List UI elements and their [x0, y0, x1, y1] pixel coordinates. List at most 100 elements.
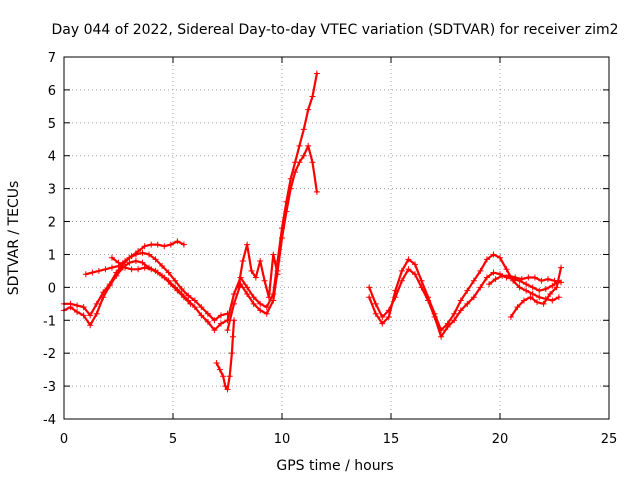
data-point	[132, 258, 139, 265]
data-point	[372, 300, 379, 307]
data-point	[229, 333, 236, 340]
data-point	[520, 297, 527, 304]
data-point	[305, 106, 312, 113]
data-point	[235, 284, 242, 291]
data-point	[540, 300, 547, 307]
data-point	[486, 281, 493, 288]
data-point	[159, 262, 166, 269]
data-point	[470, 294, 477, 301]
data-point	[217, 312, 224, 319]
data-point	[154, 269, 161, 276]
data-point	[418, 277, 425, 284]
data-point	[398, 277, 405, 284]
data-point	[531, 274, 538, 281]
data-point	[398, 267, 405, 274]
data-point	[279, 235, 285, 241]
data-point	[270, 297, 277, 304]
data-point	[220, 373, 227, 380]
data-point	[263, 304, 270, 311]
data-point	[174, 238, 181, 245]
data-point	[217, 320, 224, 327]
data-point	[257, 307, 264, 314]
data-point	[226, 373, 233, 380]
data-point	[296, 142, 303, 149]
data-point	[265, 294, 272, 301]
data-point	[366, 284, 373, 291]
data-point	[106, 281, 113, 288]
data-point	[198, 304, 205, 311]
data-point	[527, 294, 534, 301]
series-line-band-7	[226, 144, 318, 332]
data-point	[228, 350, 235, 357]
data-point	[270, 251, 277, 258]
series-line-band-6	[226, 72, 318, 322]
data-point	[244, 284, 251, 291]
data-point	[198, 312, 205, 319]
data-point	[257, 300, 264, 307]
data-point	[483, 274, 490, 281]
series-line-band-2	[62, 251, 229, 322]
data-point	[490, 269, 497, 276]
data-point	[80, 312, 87, 319]
axes: 0 5 10 15 20 25 -4 -3 -2 -1 0 1 2 3 4 5 6 7	[43, 51, 617, 447]
data-point	[213, 360, 220, 367]
data-point	[187, 300, 194, 307]
y-tick-label: -3	[43, 380, 56, 395]
y-tick-label: 5	[48, 117, 56, 132]
data-point	[102, 266, 109, 273]
data-point	[252, 274, 259, 281]
y-tick-label: -1	[43, 314, 56, 329]
data-point	[309, 159, 316, 166]
data-point	[555, 294, 562, 301]
data-point	[477, 284, 484, 291]
y-tick-label: -2	[43, 347, 56, 362]
data-point	[74, 302, 81, 309]
y-tick-label: 7	[48, 51, 56, 66]
data-point	[141, 264, 148, 271]
series-line-band-3	[84, 240, 185, 276]
data-point	[558, 264, 565, 271]
data-point	[457, 307, 464, 314]
data-point	[216, 366, 223, 373]
data-point	[191, 304, 198, 311]
data-point	[300, 126, 307, 133]
data-point	[80, 304, 87, 311]
data-point	[444, 323, 451, 330]
x-tick-label: 0	[60, 432, 68, 447]
data-point	[135, 266, 142, 273]
data-point	[438, 333, 445, 340]
series-line-band-9	[368, 253, 561, 332]
data-point	[165, 269, 172, 276]
data-point	[542, 286, 549, 293]
data-point	[100, 289, 107, 296]
data-point	[222, 383, 229, 390]
data-point	[108, 254, 115, 261]
series-line-band-1	[62, 259, 229, 332]
data-point	[244, 290, 251, 297]
data-point	[141, 243, 148, 250]
data-point	[231, 290, 238, 297]
data-point	[492, 276, 499, 283]
data-point	[152, 256, 159, 263]
data-point	[538, 277, 545, 284]
data-point	[224, 327, 231, 334]
data-point	[167, 281, 174, 288]
data-point	[457, 297, 464, 304]
data-point	[418, 284, 425, 291]
data-point	[122, 258, 129, 265]
series-line-spike-8.3h	[237, 243, 279, 299]
data-point	[248, 267, 255, 274]
data-point	[514, 304, 521, 311]
x-tick-label: 10	[274, 432, 291, 447]
data-point	[178, 286, 185, 293]
data-point	[74, 309, 81, 316]
data-point	[113, 269, 120, 276]
data-point	[287, 185, 294, 192]
data-point	[93, 300, 100, 307]
data-point	[305, 142, 312, 149]
data-point	[451, 310, 458, 317]
data-point	[431, 313, 438, 320]
data-point	[529, 284, 536, 291]
data-point	[464, 300, 471, 307]
data-point	[313, 70, 320, 77]
